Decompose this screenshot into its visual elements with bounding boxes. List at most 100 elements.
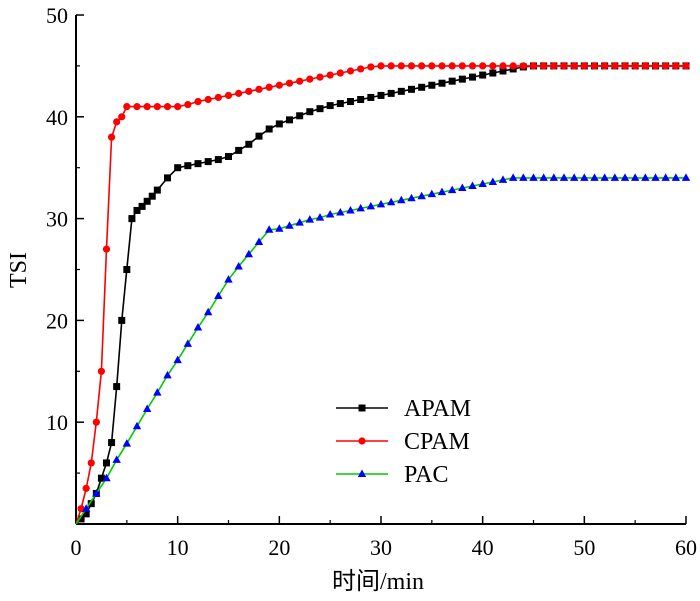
data-point-cpam <box>367 63 375 71</box>
data-point-cpam <box>468 62 477 70</box>
data-point-cpam <box>580 62 588 70</box>
data-point-pac <box>468 181 477 190</box>
data-point-cpam <box>418 62 426 70</box>
data-point-pac <box>122 439 132 447</box>
data-point-cpam <box>102 245 111 253</box>
data-point-cpam <box>387 62 395 70</box>
data-point-apam <box>148 192 156 200</box>
data-point-apam <box>316 105 324 113</box>
data-point-apam <box>499 67 507 75</box>
data-point-cpam <box>133 103 141 111</box>
y-tick-label: 10 <box>46 410 68 435</box>
data-point-apam <box>214 156 222 164</box>
data-point-apam <box>123 266 131 273</box>
data-point-pac <box>285 221 294 229</box>
data-point-pac <box>173 355 182 364</box>
data-point-pac <box>142 404 152 412</box>
data-point-apam <box>469 73 476 81</box>
data-point-apam <box>367 93 375 101</box>
x-tick-label: 30 <box>370 535 392 560</box>
data-point-apam <box>164 174 171 182</box>
data-point-pac <box>325 210 335 218</box>
data-point-cpam <box>113 118 121 126</box>
data-point-apam <box>418 83 426 91</box>
data-point-cpam <box>448 62 456 70</box>
data-point-cpam <box>621 62 629 70</box>
data-point-pac <box>254 237 264 246</box>
data-point-apam <box>97 474 105 482</box>
data-point-pac <box>630 173 640 181</box>
data-point-apam <box>458 75 466 83</box>
data-point-apam <box>87 500 95 508</box>
data-point-pac <box>681 173 691 181</box>
data-point-cpam <box>479 62 487 70</box>
data-point-apam <box>397 87 405 95</box>
data-point-apam <box>326 102 334 110</box>
data-point-cpam <box>570 62 578 70</box>
data-point-pac <box>407 193 416 202</box>
data-point-pac <box>183 339 193 347</box>
x-tick-label: 50 <box>573 535 595 560</box>
x-tick-label: 10 <box>167 535 189 560</box>
data-point-apam <box>133 206 141 214</box>
data-point-cpam <box>631 62 639 70</box>
data-point-apam <box>489 69 497 77</box>
data-point-pac <box>366 201 376 210</box>
data-point-cpam <box>316 73 324 81</box>
data-point-apam <box>357 95 365 103</box>
data-point-cpam <box>245 87 253 95</box>
y-tick-label: 40 <box>46 105 68 130</box>
data-point-pac <box>569 173 579 181</box>
data-point-pac <box>244 249 254 258</box>
data-point-pac <box>305 215 315 223</box>
data-point-pac <box>264 225 274 233</box>
data-point-cpam <box>214 93 222 102</box>
data-point-apam <box>82 510 90 518</box>
data-point-cpam <box>265 83 273 91</box>
data-point-apam <box>428 81 436 89</box>
data-point-apam <box>138 202 146 210</box>
data-point-pac <box>163 370 172 379</box>
data-point-apam <box>225 153 232 161</box>
data-point-apam <box>408 85 415 93</box>
data-point-apam <box>387 89 395 97</box>
data-point-cpam <box>346 67 355 75</box>
data-point-cpam <box>428 62 436 70</box>
data-point-cpam <box>107 133 116 141</box>
data-point-cpam <box>641 62 649 70</box>
data-point-cpam <box>306 75 314 83</box>
data-point-cpam <box>204 95 212 104</box>
data-point-cpam <box>163 103 172 111</box>
data-point-pac <box>559 173 569 181</box>
data-point-pac <box>590 173 599 181</box>
data-point-apam <box>296 112 304 120</box>
data-point-cpam <box>560 62 568 70</box>
data-point-pac <box>397 195 406 204</box>
data-point-cpam <box>590 62 599 70</box>
data-point-pac <box>193 323 203 331</box>
series-line-cpam <box>75 65 686 525</box>
data-point-pac <box>295 218 304 226</box>
data-point-cpam <box>489 62 497 70</box>
y-tick-label: 30 <box>46 207 68 232</box>
y-tick-label: 50 <box>46 3 68 28</box>
data-point-cpam <box>174 103 182 111</box>
data-point-apam <box>255 132 263 140</box>
data-point-apam <box>113 383 121 391</box>
data-point-pac <box>214 291 223 299</box>
data-point-pac <box>386 197 396 206</box>
data-point-cpam <box>601 62 609 70</box>
data-point-pac <box>224 275 233 283</box>
x-axis-title: 时间/min <box>332 568 424 595</box>
data-point-apam <box>174 164 182 172</box>
data-point-apam <box>306 108 314 116</box>
series-line-apam <box>75 65 686 525</box>
data-point-cpam <box>87 459 95 467</box>
legend-marker-cpam <box>358 437 366 445</box>
data-point-pac <box>356 203 365 212</box>
legend-marker-pac <box>357 469 367 477</box>
data-point-cpam <box>377 62 385 70</box>
data-point-pac <box>580 173 589 181</box>
data-point-pac <box>661 173 670 181</box>
